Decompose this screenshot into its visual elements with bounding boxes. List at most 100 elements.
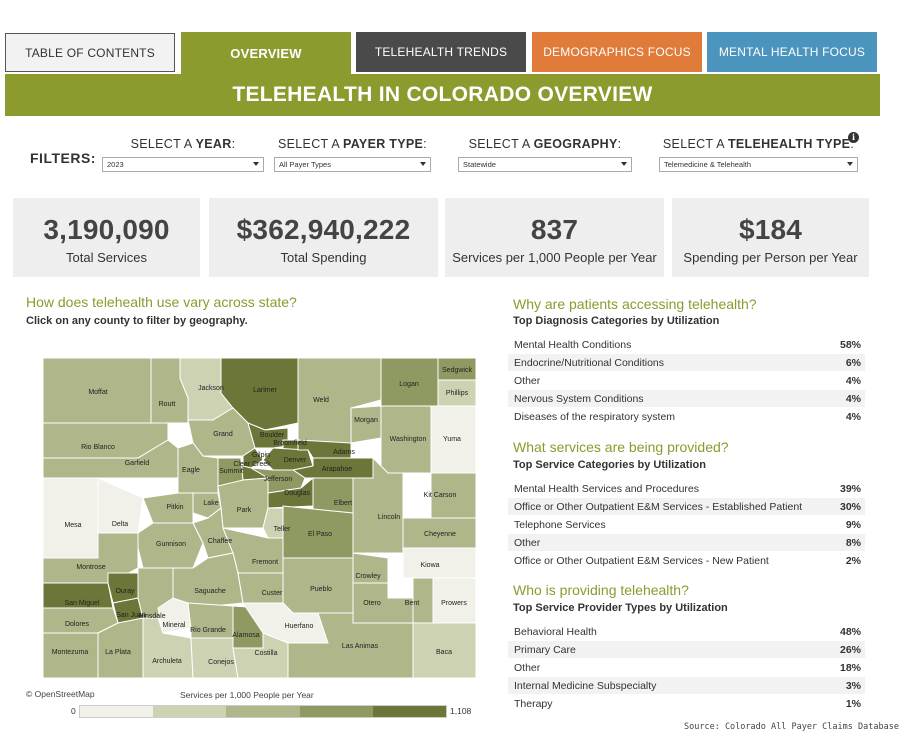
kpi-label: Total Services [66, 250, 147, 265]
county-label: Denver [284, 457, 307, 464]
county-morgan[interactable] [350, 405, 382, 444]
county-label: Gilpin [252, 452, 270, 459]
tab-telehealth-trends[interactable]: TELEHEALTH TRENDS [356, 32, 526, 72]
payer-select[interactable]: All Payer Types [274, 157, 431, 172]
source-note: Source: Colorado All Payer Claims Databa… [684, 722, 899, 732]
services-subtitle: Top Service Categories by Utilization [513, 459, 706, 471]
county-label: Boulder [260, 432, 285, 439]
list-item[interactable]: Mental Health Conditions 58% [508, 336, 865, 354]
county-label: Huerfano [285, 623, 314, 630]
county-park[interactable] [217, 477, 269, 529]
county-label: La Plata [105, 649, 131, 656]
county-label: Otero [363, 600, 381, 607]
county-label: Bent [405, 600, 419, 607]
kpi-total-services: 3,190,090 Total Services [13, 198, 200, 277]
county-label: Chaffee [208, 538, 232, 545]
county-label: El Paso [308, 531, 332, 538]
legend-title: Services per 1,000 People per Year [180, 690, 314, 700]
info-icon[interactable]: i [848, 132, 859, 143]
county-label: Jefferson [264, 476, 293, 483]
list-item[interactable]: Other 4% [508, 372, 865, 390]
county-custer[interactable] [237, 572, 284, 604]
county-label: Conejos [208, 659, 234, 666]
list-item[interactable]: Telephone Services 9% [508, 516, 865, 534]
county-label: Pitkin [166, 504, 183, 511]
county-label: Jackson [198, 385, 224, 392]
list-item[interactable]: Internal Medicine Subspecialty 3% [508, 677, 865, 695]
map-section-title: How does telehealth use vary across stat… [26, 294, 297, 310]
tab-mental-health-focus[interactable]: MENTAL HEALTH FOCUS [707, 32, 877, 72]
tab-demographics-focus[interactable]: DEMOGRAPHICS FOCUS [532, 32, 702, 72]
diagnosis-title: Why are patients accessing telehealth? [513, 296, 757, 312]
year-filter: SELECT A YEAR: 2023 [102, 137, 264, 172]
county-label: Moffat [88, 389, 107, 396]
tab-table-of-contents[interactable]: TABLE OF CONTENTS [5, 33, 175, 72]
map-section-subtitle: Click on any county to filter by geograp… [26, 315, 248, 327]
tab-overview[interactable]: OVERVIEW [181, 32, 351, 74]
kpi-label: Spending per Person per Year [683, 250, 858, 265]
chevron-down-icon [621, 162, 627, 166]
providers-list: Behavioral Health 48% Primary Care 26% Oth… [508, 623, 865, 713]
list-item[interactable]: Diseases of the respiratory system 4% [508, 408, 865, 426]
county-label: Saguache [194, 588, 226, 595]
diagnosis-list: Mental Health Conditions 58% Endocrine/Nu… [508, 336, 865, 426]
county-label: Dolores [65, 621, 90, 628]
county-label: Hinsdale [138, 613, 165, 620]
county-label: San Juan [116, 612, 146, 619]
list-item[interactable]: Other 18% [508, 659, 865, 677]
year-filter-label: SELECT A YEAR: [130, 137, 236, 151]
list-item[interactable]: Behavioral Health 48% [508, 623, 865, 641]
payer-filter-label: SELECT A PAYER TYPE: [278, 137, 427, 151]
county-label: Cheyenne [424, 531, 456, 538]
color-legend [79, 705, 447, 718]
title-bar: TELEHEALTH IN COLORADO OVERVIEW [5, 74, 880, 116]
chevron-down-icon [420, 162, 426, 166]
year-select[interactable]: 2023 [102, 157, 264, 172]
geography-filter: SELECT A GEOGRAPHY: Statewide [458, 137, 632, 172]
county-conejos[interactable] [190, 637, 239, 679]
county-label: Garfield [125, 460, 150, 467]
list-item[interactable]: Therapy 1% [508, 695, 865, 713]
tab-bar: TABLE OF CONTENTS OVERVIEW TELEHEALTH TR… [5, 32, 880, 74]
county-label: Rio Grande [190, 627, 226, 634]
county-gunnison[interactable] [137, 522, 204, 569]
county-label: Sedgwick [442, 367, 472, 374]
county-mesa[interactable] [42, 477, 99, 559]
county-label: Pueblo [310, 586, 332, 593]
geography-select[interactable]: Statewide [458, 157, 632, 172]
county-label: Mesa [64, 522, 81, 529]
providers-title: Who is providing telehealth? [513, 582, 689, 598]
map-attribution[interactable]: © OpenStreetMap [26, 689, 95, 699]
telehealth-type-select[interactable]: Telemedicine & Telehealth [659, 157, 858, 172]
kpi-value: 3,190,090 [43, 214, 170, 245]
list-item[interactable]: Primary Care 26% [508, 641, 865, 659]
county-label: Washington [390, 436, 427, 443]
county-label: Park [237, 507, 252, 514]
county-lincoln[interactable] [352, 456, 404, 554]
county-label: Baca [436, 649, 452, 656]
kpi-value: 837 [530, 214, 579, 245]
list-item[interactable]: Other 8% [508, 534, 865, 552]
services-title: What services are being provided? [513, 439, 729, 455]
list-item[interactable]: Endocrine/Nutritional Conditions 6% [508, 354, 865, 372]
county-label: Montrose [76, 564, 105, 571]
county-label: Kiowa [420, 562, 439, 569]
county-label: Elbert [334, 500, 352, 507]
county-label: Grand [213, 431, 233, 438]
kpi-services-per-1000: 837 Services per 1,000 People per Year [445, 198, 664, 277]
diagnosis-subtitle: Top Diagnosis Categories by Utilization [513, 315, 720, 327]
county-label: Custer [262, 590, 283, 597]
county-map-svg: Moffat Routt Jackson Larimer Weld Logan … [42, 357, 477, 679]
list-item[interactable]: Office or Other Outpatient E&M Services … [508, 498, 865, 516]
kpi-value: $184 [738, 214, 803, 245]
county-label: Morgan [354, 417, 378, 424]
kpi-spending-per-person: $184 Spending per Person per Year [672, 198, 869, 277]
colorado-county-map: Moffat Routt Jackson Larimer Weld Logan … [42, 357, 477, 679]
list-item[interactable]: Office or Other Outpatient E&M Services … [508, 552, 865, 570]
kpi-label: Total Spending [280, 250, 367, 265]
telehealth-type-filter-label: SELECT A TELEHEALTH TYPE: [662, 137, 855, 151]
list-item[interactable]: Mental Health Services and Procedures 39% [508, 480, 865, 498]
legend-swatch [372, 706, 447, 717]
county-label: Rio Blanco [81, 444, 115, 451]
list-item[interactable]: Nervous System Conditions 4% [508, 390, 865, 408]
